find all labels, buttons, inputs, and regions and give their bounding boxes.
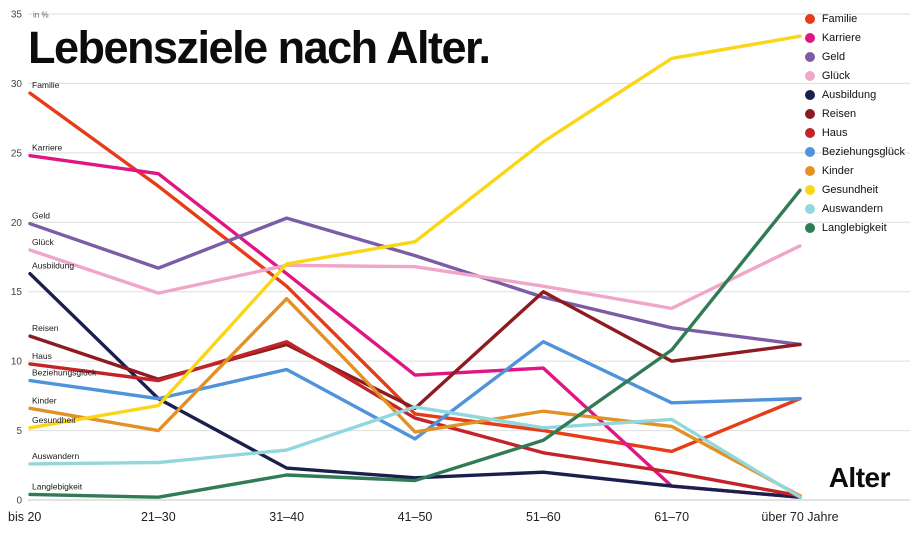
legend-label: Geld [821, 51, 846, 63]
x-tick-label: 41–50 [398, 510, 433, 524]
page-title: Lebensziele nach Alter. [28, 22, 491, 73]
legend-label: Haus [821, 127, 848, 139]
legend-label: Karriere [821, 32, 861, 44]
y-tick-label: 0 [16, 496, 22, 507]
legend-item: Reisen [804, 108, 905, 120]
x-tick-label: 51–60 [526, 510, 561, 524]
series-start-label: Auswandern [32, 451, 80, 461]
x-tick-label: bis 20 [8, 510, 41, 524]
legend-item: Karriere [804, 32, 905, 44]
series-start-label: Geld [32, 211, 50, 221]
legend-label: Familie [821, 13, 858, 25]
legend-item: Auswandern [804, 203, 905, 215]
series-start-label: Langlebigkeit [32, 481, 83, 491]
legend-swatch [804, 166, 815, 176]
y-tick-label: 10 [11, 357, 23, 368]
legend-label: Kinder [821, 165, 854, 177]
series-line-beziehungsglück [28, 340, 802, 441]
legend-swatch [804, 128, 815, 138]
y-tick-label: 20 [11, 218, 23, 229]
series-line-haus [28, 340, 802, 498]
legend-swatch [804, 52, 815, 62]
y-tick-label: 25 [11, 148, 23, 159]
legend: Familie Karriere Geld Glück Ausbildung Reisen… [804, 13, 905, 234]
y-axis-unit: in % [33, 11, 49, 20]
series-start-label: Kinder [32, 395, 57, 405]
legend-swatch [804, 33, 815, 43]
series-line-glück [28, 244, 802, 311]
series-start-label: Haus [32, 351, 52, 361]
legend-item: Glück [804, 70, 905, 82]
legend-swatch [804, 71, 815, 81]
series-start-label: Familie [32, 80, 60, 90]
legend-swatch [804, 109, 815, 119]
y-tick-label: 30 [11, 79, 23, 90]
series-line-familie [28, 91, 802, 454]
legend-label: Glück [821, 70, 850, 82]
x-tick-label: über 70 Jahre [761, 510, 838, 524]
series-line-reisen [28, 290, 802, 411]
legend-item: Gesundheit [804, 184, 905, 196]
legend-item: Beziehungsglück [804, 146, 905, 158]
legend-swatch [804, 185, 815, 195]
series-line-gesundheit [28, 34, 802, 430]
legend-label: Gesundheit [821, 184, 879, 196]
legend-item: Geld [804, 51, 905, 63]
legend-swatch [804, 147, 815, 157]
x-axis-title: Alter [828, 462, 891, 493]
series-start-label: Glück [32, 237, 54, 247]
y-tick-label: 15 [11, 287, 23, 298]
series-line-auswandern [28, 405, 802, 499]
legend-swatch [804, 204, 815, 214]
legend-label: Beziehungsglück [821, 146, 905, 158]
series-line-geld [28, 216, 802, 347]
series-start-label: Reisen [32, 323, 59, 333]
legend-item: Ausbildung [804, 89, 905, 101]
series-start-label: Gesundheit [32, 415, 76, 425]
legend-swatch [804, 14, 815, 24]
legend-item: Langlebigkeit [804, 222, 905, 234]
x-tick-label: 61–70 [654, 510, 689, 524]
series-start-label: Ausbildung [32, 261, 74, 271]
x-tick-label: 31–40 [269, 510, 304, 524]
legend-label: Ausbildung [821, 89, 877, 101]
legend-swatch [804, 90, 815, 100]
series-line-langlebigkeit [28, 188, 802, 499]
legend-label: Reisen [821, 108, 857, 120]
y-tick-label: 35 [11, 10, 23, 21]
series-start-label: Beziehungsglück [32, 368, 97, 378]
y-tick-label: 5 [16, 426, 22, 437]
series-start-label: Karriere [32, 143, 63, 153]
legend-item: Familie [804, 13, 905, 25]
legend-swatch [804, 223, 815, 233]
legend-item: Haus [804, 127, 905, 139]
series-line-kinder [28, 296, 802, 498]
legend-label: Langlebigkeit [821, 222, 887, 234]
legend-label: Auswandern [821, 203, 883, 215]
legend-item: Kinder [804, 165, 905, 177]
x-tick-label: 21–30 [141, 510, 176, 524]
